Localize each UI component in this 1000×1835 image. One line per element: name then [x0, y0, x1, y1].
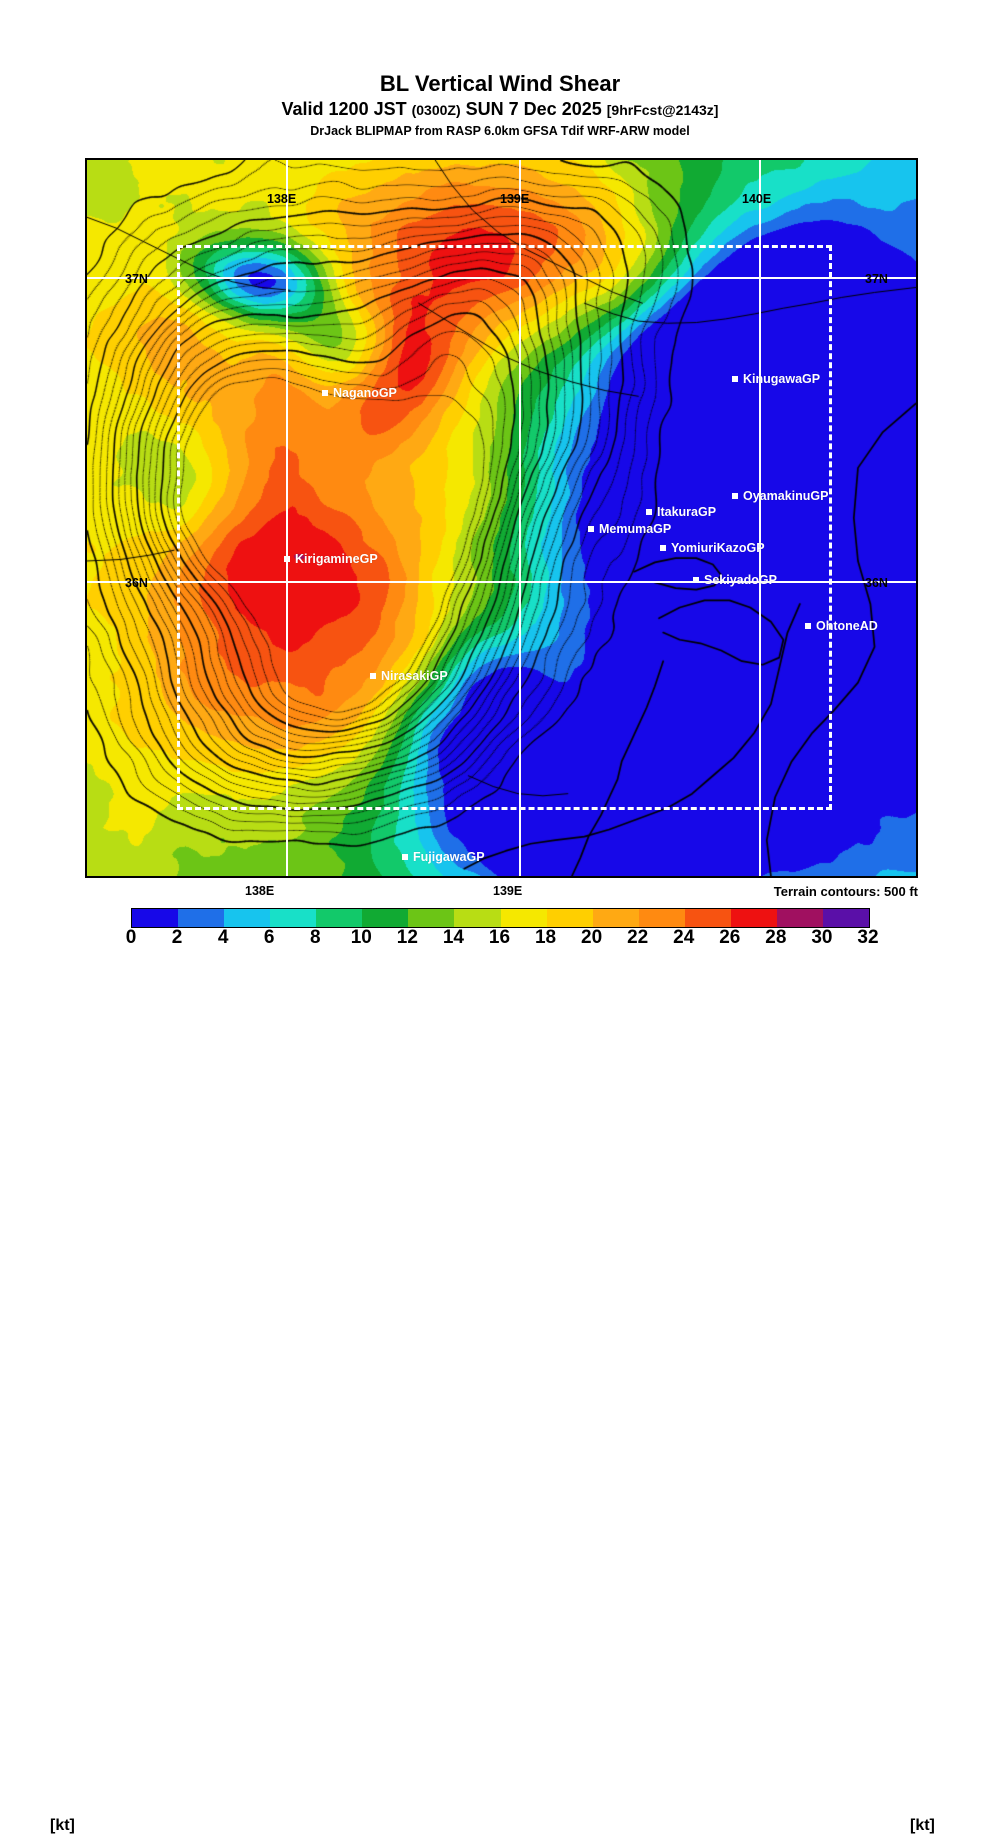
colorbar-tick: 8: [309, 927, 321, 948]
station-label: FujigawaGP: [413, 850, 485, 864]
colorbar-tick: 2: [171, 927, 183, 948]
station-marker[interactable]: NaganoGP: [322, 386, 397, 400]
colorbar-tick: 16: [488, 927, 511, 948]
colorbar-segment: [178, 909, 225, 927]
colorbar-segment: [224, 909, 271, 927]
station-marker[interactable]: KirigamineGP: [284, 552, 378, 566]
station-dot-icon: [322, 390, 328, 396]
forecast-tag: [9hrFcst@2143z]: [606, 102, 719, 118]
station-label: SekiyadoGP: [704, 573, 777, 587]
station-marker[interactable]: ItakuraGP: [646, 505, 716, 519]
valid-prefix: Valid 1200 JST: [281, 99, 407, 119]
station-dot-icon: [284, 556, 290, 562]
colorbar-units-left: [kt]: [50, 1817, 75, 1834]
colorbar-tick: 14: [442, 927, 465, 948]
colorbar-segment: [362, 909, 409, 927]
colorbar-gradient[interactable]: [131, 908, 870, 928]
colorbar-tick: 22: [627, 927, 649, 948]
longitude-label: 140E: [742, 192, 772, 206]
colorbar-tick: 6: [263, 927, 275, 948]
valid-time-line: Valid 1200 JST (0300Z) SUN 7 Dec 2025 [9…: [0, 98, 1000, 121]
station-label: KirigamineGP: [295, 552, 378, 566]
station-dot-icon: [370, 673, 376, 679]
colorbar-tick: 10: [350, 927, 372, 948]
colorbar-segment: [132, 909, 179, 927]
station-marker[interactable]: OhtoneAD: [805, 619, 878, 633]
subdomain-box: [177, 245, 832, 810]
wind-shear-heatmap: [87, 160, 916, 876]
map-frame[interactable]: 138E 139E 140E 37N 37N 36N 36N KinugawaGP Nagan…: [85, 158, 918, 878]
title-block: BL Vertical Wind Shear Valid 1200 JST (0…: [0, 72, 1000, 139]
colorbar-tick: 4: [217, 927, 229, 948]
latitude-label: 36N: [865, 576, 888, 590]
graticule-parallel: [87, 581, 916, 583]
page-title: BL Vertical Wind Shear: [379, 71, 621, 96]
graticule-parallel: [87, 277, 916, 279]
valid-date: SUN 7 Dec 2025: [465, 99, 602, 119]
colorbar-tick-labels: 0 2 4 6 8 10 12 14 16 18 20 22 24 26 28 30 32: [126, 927, 879, 953]
model-credit-line: DrJack BLIPMAP from RASP 6.0km GFSA Tdif…: [310, 124, 690, 138]
colorbar-segment: [408, 909, 455, 927]
latitude-label: 37N: [865, 272, 888, 286]
valid-zulu: (0300Z): [411, 102, 461, 118]
colorbar-segment: [316, 909, 363, 927]
station-label: OyamakinuGP: [743, 489, 829, 503]
colorbar-segment: [638, 909, 685, 927]
colorbar-tick: 30: [811, 927, 833, 948]
station-dot-icon: [402, 854, 408, 860]
colorbar-segment: [546, 909, 593, 927]
colorbar-tick: 32: [857, 927, 879, 948]
latitude-label: 37N: [125, 272, 148, 286]
longitude-label-bottom: 139E: [493, 884, 523, 898]
station-dot-icon: [732, 376, 738, 382]
colorbar-segment: [776, 909, 823, 927]
colorbar-segment: [270, 909, 317, 927]
station-label: KinugawaGP: [743, 372, 821, 386]
station-marker[interactable]: FujigawaGP: [402, 850, 485, 864]
colorbar-tick: 20: [581, 927, 603, 948]
colorbar-tick: 26: [719, 927, 741, 948]
colorbar-segment: [592, 909, 639, 927]
longitude-label: 138E: [267, 192, 297, 206]
colorbar-segment: [454, 909, 501, 927]
station-marker[interactable]: OyamakinuGP: [732, 489, 828, 503]
longitude-label-bottom: 138E: [245, 884, 275, 898]
station-marker[interactable]: KinugawaGP: [732, 372, 820, 386]
station-dot-icon: [660, 545, 666, 551]
colorbar-units-right: [kt]: [910, 1817, 935, 1834]
graticule-meridian: [759, 160, 761, 876]
colorbar-segment: [684, 909, 731, 927]
station-label: MemumaGP: [599, 522, 672, 536]
station-label: OhtoneAD: [816, 619, 878, 633]
station-label: YomiuriKazoGP: [671, 541, 765, 555]
station-dot-icon: [732, 493, 738, 499]
colorbar-segment: [500, 909, 547, 927]
longitude-label: 139E: [500, 192, 530, 206]
graticule-meridian: [286, 160, 288, 876]
station-marker[interactable]: SekiyadoGP: [693, 573, 777, 587]
station-dot-icon: [588, 526, 594, 532]
colorbar-tick: 18: [534, 927, 557, 948]
station-dot-icon: [646, 509, 652, 515]
colorbar-segment: [730, 909, 777, 927]
station-label: ItakuraGP: [657, 505, 717, 519]
colorbar[interactable]: [kt] 0 2 4 6 8 10 12 14 16 18 20 22 24 26 28 30 32 [kt]: [0, 905, 1000, 1834]
latitude-label: 36N: [125, 576, 148, 590]
station-dot-icon: [805, 623, 811, 629]
station-label: NaganoGP: [333, 386, 397, 400]
station-marker[interactable]: NirasakiGP: [370, 669, 448, 683]
station-dot-icon: [693, 577, 699, 583]
colorbar-tick: 12: [396, 927, 418, 948]
station-marker[interactable]: MemumaGP: [588, 522, 671, 536]
terrain-contour-note: Terrain contours: 500 ft: [773, 884, 918, 899]
station-label: NirasakiGP: [381, 669, 448, 683]
graticule-meridian: [519, 160, 521, 876]
colorbar-tick: 0: [125, 927, 137, 948]
colorbar-tick: 28: [765, 927, 787, 948]
station-marker[interactable]: YomiuriKazoGP: [660, 541, 765, 555]
colorbar-segment: [822, 909, 869, 927]
colorbar-tick: 24: [673, 927, 695, 948]
